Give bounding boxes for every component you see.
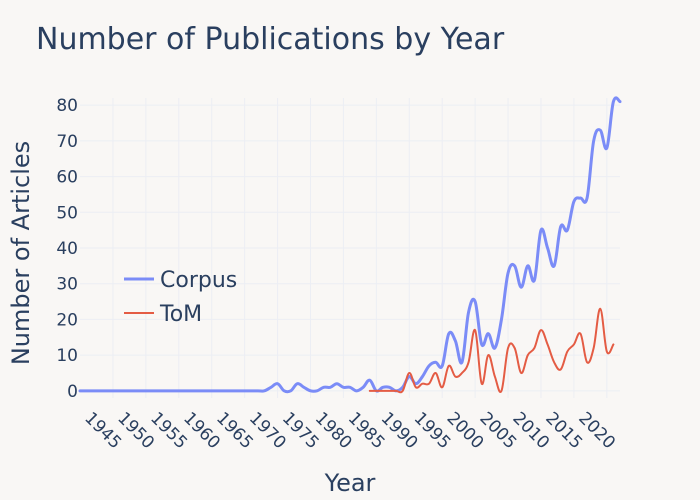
x-tick-label: 2000 [443,408,488,453]
x-tick-label: 1985 [344,408,389,453]
x-axis-ticks: 1945195019551960196519701975198019851990… [80,408,619,453]
x-tick-label: 1990 [377,408,422,453]
y-axis-ticks: 0 10 20 30 40 50 60 70 80 [56,96,78,402]
legend: Corpus ToM [124,268,237,327]
y-tick-label: 20 [56,310,78,330]
y-tick-label: 30 [56,275,78,295]
x-tick-label: 1995 [410,408,455,453]
y-tick-label: 80 [56,96,78,116]
x-tick-label: 1960 [179,408,224,453]
x-tick-label: 1980 [311,408,356,453]
y-axis-title: Number of Articles [7,141,35,365]
series-lines [78,96,622,394]
y-tick-label: 0 [67,382,78,402]
y-tick-label: 40 [56,239,78,259]
x-tick-label: 2020 [574,408,619,453]
x-axis-title: Year [324,469,376,497]
x-tick-label: 1945 [80,408,125,453]
x-tick-label: 1970 [245,408,290,453]
legend-label-corpus: Corpus [160,268,237,293]
x-tick-label: 1965 [212,408,257,453]
chart-title: Number of Publications by Year [36,22,505,57]
x-tick-label: 2015 [541,408,586,453]
x-tick-label: 2005 [476,408,521,453]
y-tick-label: 50 [56,203,78,223]
x-tick-label: 2010 [508,408,553,453]
y-tick-label: 70 [56,132,78,152]
series-line-corpus [78,96,622,394]
y-tick-label: 10 [56,346,78,366]
x-tick-label: 1955 [146,408,191,453]
x-tick-label: 1950 [113,408,158,453]
series-line-tom [368,307,615,394]
y-tick-label: 60 [56,168,78,188]
legend-label-tom: ToM [159,302,202,327]
x-tick-label: 1975 [278,408,323,453]
